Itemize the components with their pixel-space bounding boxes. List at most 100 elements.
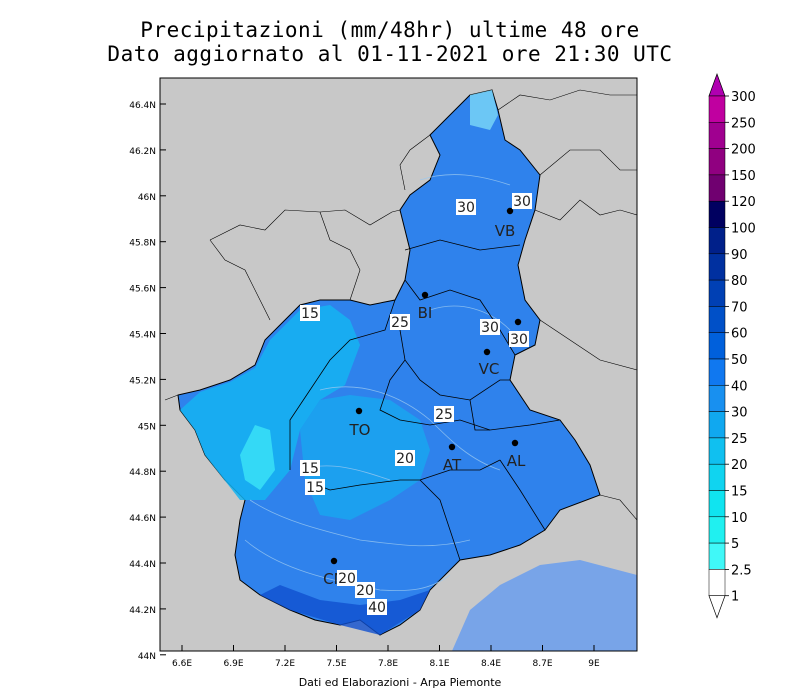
contour-label-box xyxy=(434,406,454,422)
legend-label: 1 xyxy=(731,590,739,605)
legend-label: 30 xyxy=(731,406,748,421)
legend-label: 10 xyxy=(731,511,748,526)
data-credit: Dati ed Elaborazioni - Arpa Piemonte xyxy=(298,676,502,689)
legend-swatch xyxy=(708,385,726,412)
city-label: AT xyxy=(443,456,462,474)
contour-zone-top xyxy=(470,90,498,130)
lat-tick-label: 45N xyxy=(138,422,156,432)
contour-label-box xyxy=(355,582,375,598)
map-frame xyxy=(159,77,638,652)
lon-tick-label: 8.7E xyxy=(533,659,553,669)
province-boundaries xyxy=(289,239,561,561)
contour-label-box xyxy=(390,314,410,330)
lon-tick-label: 8.1E xyxy=(430,659,450,669)
map-title: Precipitazioni (mm/48hr) ultime 48 ore xyxy=(140,18,640,42)
contour-label: 25 xyxy=(391,315,409,331)
contour-label: 30 xyxy=(481,320,499,336)
neighbour-borders xyxy=(164,89,637,521)
legend-swatch xyxy=(708,516,726,544)
contour-label: 15 xyxy=(306,480,324,496)
contour-zone-lightest xyxy=(240,425,275,490)
legend-swatch xyxy=(708,411,726,439)
contour-label: 20 xyxy=(338,571,356,587)
lat-tick-label: 44.8N xyxy=(129,468,156,478)
contour-label-box xyxy=(337,570,357,586)
legend-swatch xyxy=(708,569,726,596)
legend-label: 200 xyxy=(731,143,756,158)
contour-zone-medium xyxy=(300,395,430,520)
contour-label: 25 xyxy=(435,407,453,423)
legend-label: 250 xyxy=(731,116,756,131)
legend-swatch xyxy=(708,542,726,570)
city-label: VB xyxy=(495,222,516,240)
lon-tick-label: 6.9E xyxy=(224,659,244,669)
city-label: BI xyxy=(418,304,433,322)
legend-label: 80 xyxy=(731,274,748,289)
legend-swatch xyxy=(708,122,726,149)
legend-label: 60 xyxy=(731,327,748,342)
map-subtitle: Dato aggiornato al 01-11-2021 ore 21:30 … xyxy=(107,42,673,66)
lat-tick-label: 45.2N xyxy=(129,376,156,386)
lat-tick-label: 46N xyxy=(138,193,156,203)
lon-tick-label: 6.6E xyxy=(172,659,192,669)
legend-label: 70 xyxy=(731,300,748,315)
legend-label: 50 xyxy=(731,353,748,368)
latitude-axis: 46.4N 46.2N 46N 45.8N 45.6N 45.4N 45.2N 45N 44.8… xyxy=(129,101,166,662)
legend-swatch xyxy=(708,332,726,360)
legend-swatch xyxy=(708,227,726,255)
contour-label-box xyxy=(480,319,500,335)
contour-label: 30 xyxy=(510,332,528,348)
legend-bottom-arrow xyxy=(708,595,726,619)
contour-label: 40 xyxy=(368,600,386,616)
contour-label: 30 xyxy=(513,194,531,210)
city-label: TO xyxy=(349,421,371,439)
contour-label-box xyxy=(305,479,325,495)
legend-swatch xyxy=(708,253,726,281)
lat-tick-label: 44N xyxy=(138,652,156,662)
city-dot xyxy=(448,443,456,451)
longitude-axis: 6.6E 6.9E 7.2E 7.5E 7.8E 8.1E 8.4E 8.7E 9E xyxy=(172,645,600,669)
contour-label: 15 xyxy=(301,306,319,322)
contour-label: 20 xyxy=(396,451,414,467)
legend-label: 5 xyxy=(731,537,739,552)
lon-tick-label: 9E xyxy=(588,659,600,669)
legend-top-arrow xyxy=(708,72,726,97)
lat-tick-label: 44.2N xyxy=(129,606,156,616)
lat-tick-label: 45.8N xyxy=(129,239,156,249)
city-dot xyxy=(355,407,363,415)
legend-label: 2.5 xyxy=(731,563,752,578)
legend-swatch xyxy=(708,463,726,491)
legend-colorbar: 3002502001501201009080706050403025201510… xyxy=(708,72,756,619)
contour-label-box xyxy=(300,460,320,476)
legend-label: 40 xyxy=(731,379,748,394)
lat-tick-label: 46.4N xyxy=(129,101,156,111)
contour-label-box xyxy=(367,599,387,615)
lat-tick-label: 44.4N xyxy=(129,560,156,570)
legend-label: 25 xyxy=(731,432,748,447)
legend-label: 300 xyxy=(731,90,756,105)
legend-swatch xyxy=(708,437,726,465)
lon-tick-label: 8.4E xyxy=(481,659,501,669)
legend-swatch xyxy=(708,358,726,386)
city-dot xyxy=(483,348,491,356)
sea-area xyxy=(452,560,637,651)
legend-swatch xyxy=(708,95,726,123)
legend-label: 15 xyxy=(731,485,748,500)
lat-tick-label: 45.4N xyxy=(129,331,156,341)
legend-swatch xyxy=(708,148,726,176)
contour-label-box xyxy=(456,199,476,215)
lat-tick-label: 45.6N xyxy=(129,285,156,295)
contour-zone-light xyxy=(180,305,360,500)
legend-swatch xyxy=(708,200,726,228)
city-dot xyxy=(506,207,514,215)
lat-tick-label: 46.2N xyxy=(129,147,156,157)
city-label: AL xyxy=(507,452,526,470)
contour-label-box xyxy=(512,193,532,209)
contour-label-box xyxy=(395,450,415,466)
legend-label: 150 xyxy=(731,169,756,184)
city-dot xyxy=(330,557,338,565)
contour-label: 30 xyxy=(457,200,475,216)
lat-tick-label: 44.6N xyxy=(129,514,156,524)
